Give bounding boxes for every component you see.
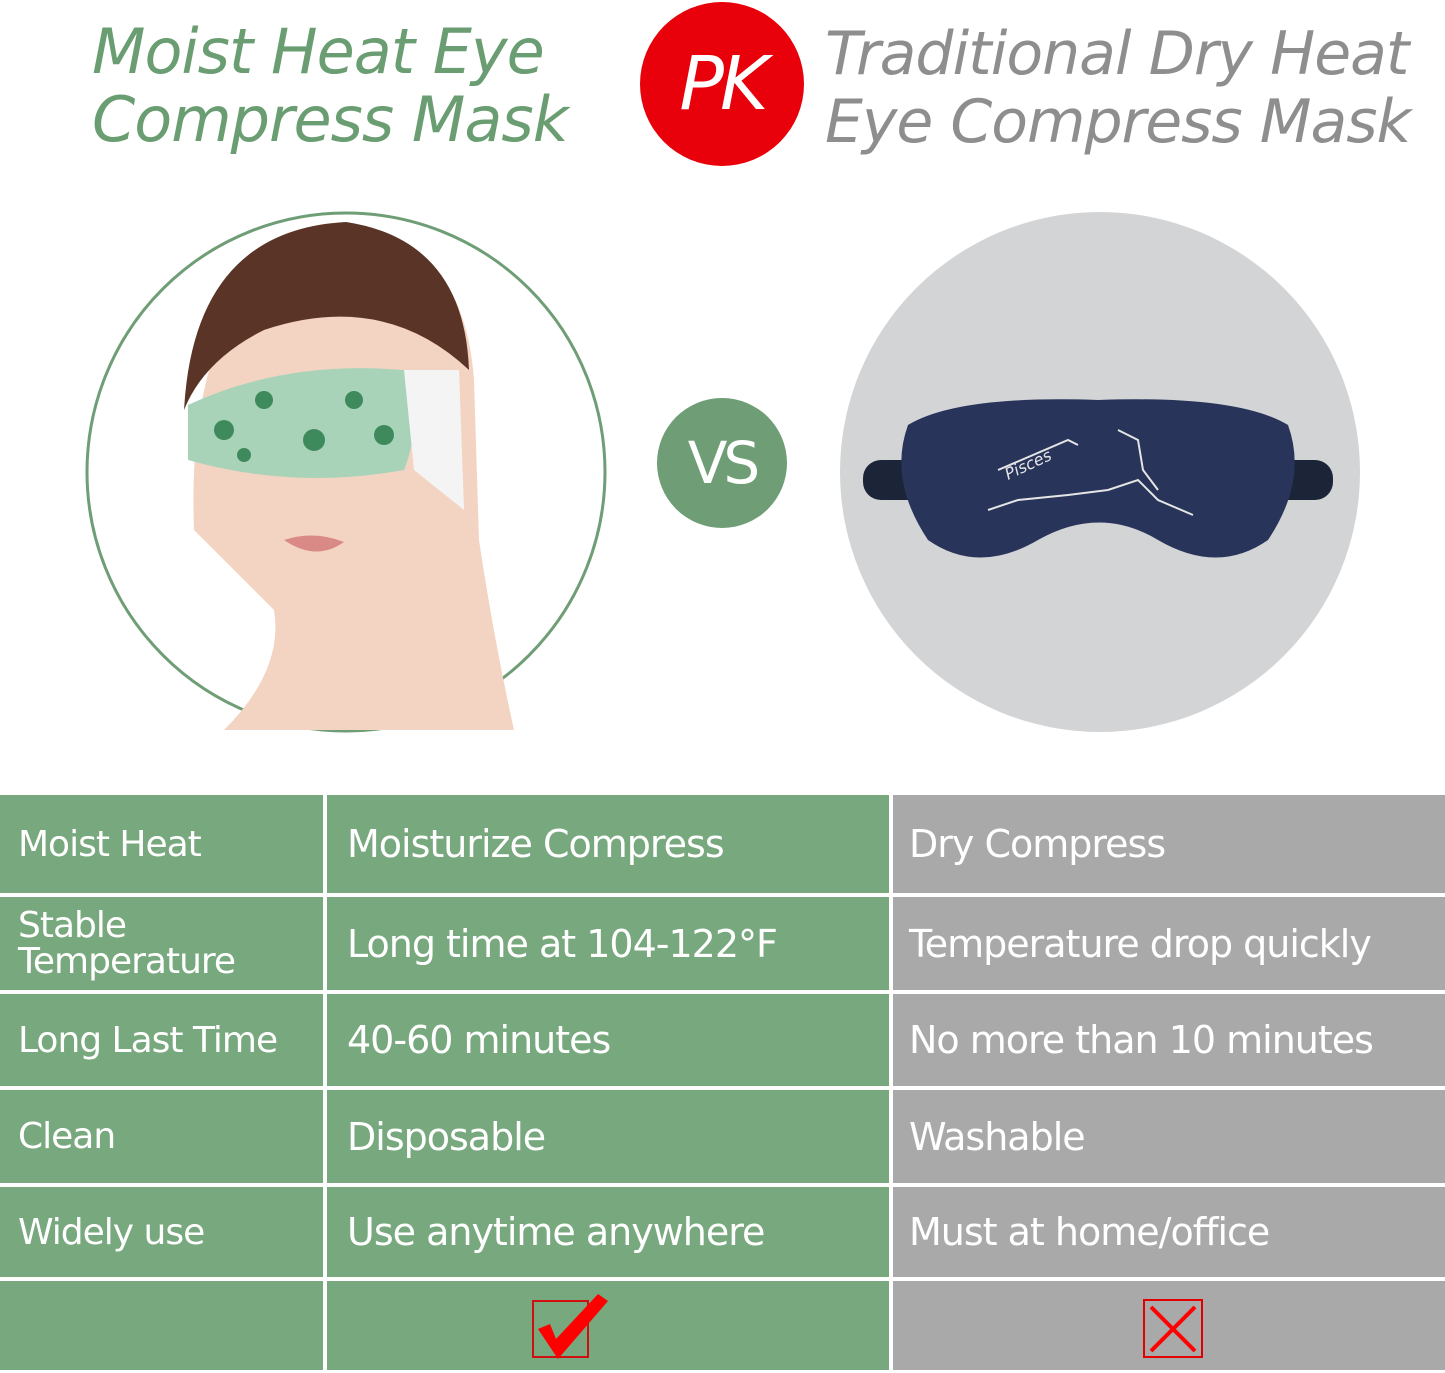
feature-cell: Stable Temperature [0,897,323,990]
vs-badge: VS [657,398,787,528]
table-row: Long Last Time 40-60 minutes No more tha… [0,994,1445,1086]
moist-cell: Use anytime anywhere [327,1187,889,1277]
feature-cell: Widely use [0,1187,323,1277]
cross-icon [1143,1299,1203,1358]
table-row: Clean Disposable Washable [0,1090,1445,1183]
verdict-row [0,1281,1445,1370]
check-icon [532,1294,608,1359]
pk-badge: PK [640,2,804,166]
title-line: Compress Mask [92,83,569,156]
moist-verdict-cell [327,1281,889,1370]
title-line: Moist Heat Eye [92,15,545,88]
table-row: Moist Heat Moisturize Compress Dry Compr… [0,795,1445,893]
dry-mask-photo: Pisces [840,212,1360,732]
table-row: Widely use Use anytime anywhere Must at … [0,1187,1445,1277]
dry-cell: Dry Compress [893,795,1445,893]
title-line: Eye Compress Mask [825,87,1411,157]
dry-mask-title: Traditional Dry Heat Eye Compress Mask [825,19,1411,157]
dry-cell: Must at home/office [893,1187,1445,1277]
feature-cell: Clean [0,1090,323,1183]
title-line: Traditional Dry Heat [825,19,1409,89]
moist-cell: 40-60 minutes [327,994,889,1086]
feature-cell: Moist Heat [0,795,323,893]
dry-cell: Temperature drop quickly [893,897,1445,990]
dry-verdict-cell [893,1281,1445,1370]
table-row: Stable Temperature Long time at 104-122°… [0,897,1445,990]
dry-cell: No more than 10 minutes [893,994,1445,1086]
moist-cell: Moisturize Compress [327,795,889,893]
moist-mask-title: Moist Heat Eye Compress Mask [92,15,569,156]
moist-mask-photo [85,211,607,733]
moist-cell: Long time at 104-122°F [327,897,889,990]
moist-cell: Disposable [327,1090,889,1183]
empty-cell [0,1281,323,1370]
dry-cell: Washable [893,1090,1445,1183]
feature-cell: Long Last Time [0,994,323,1086]
